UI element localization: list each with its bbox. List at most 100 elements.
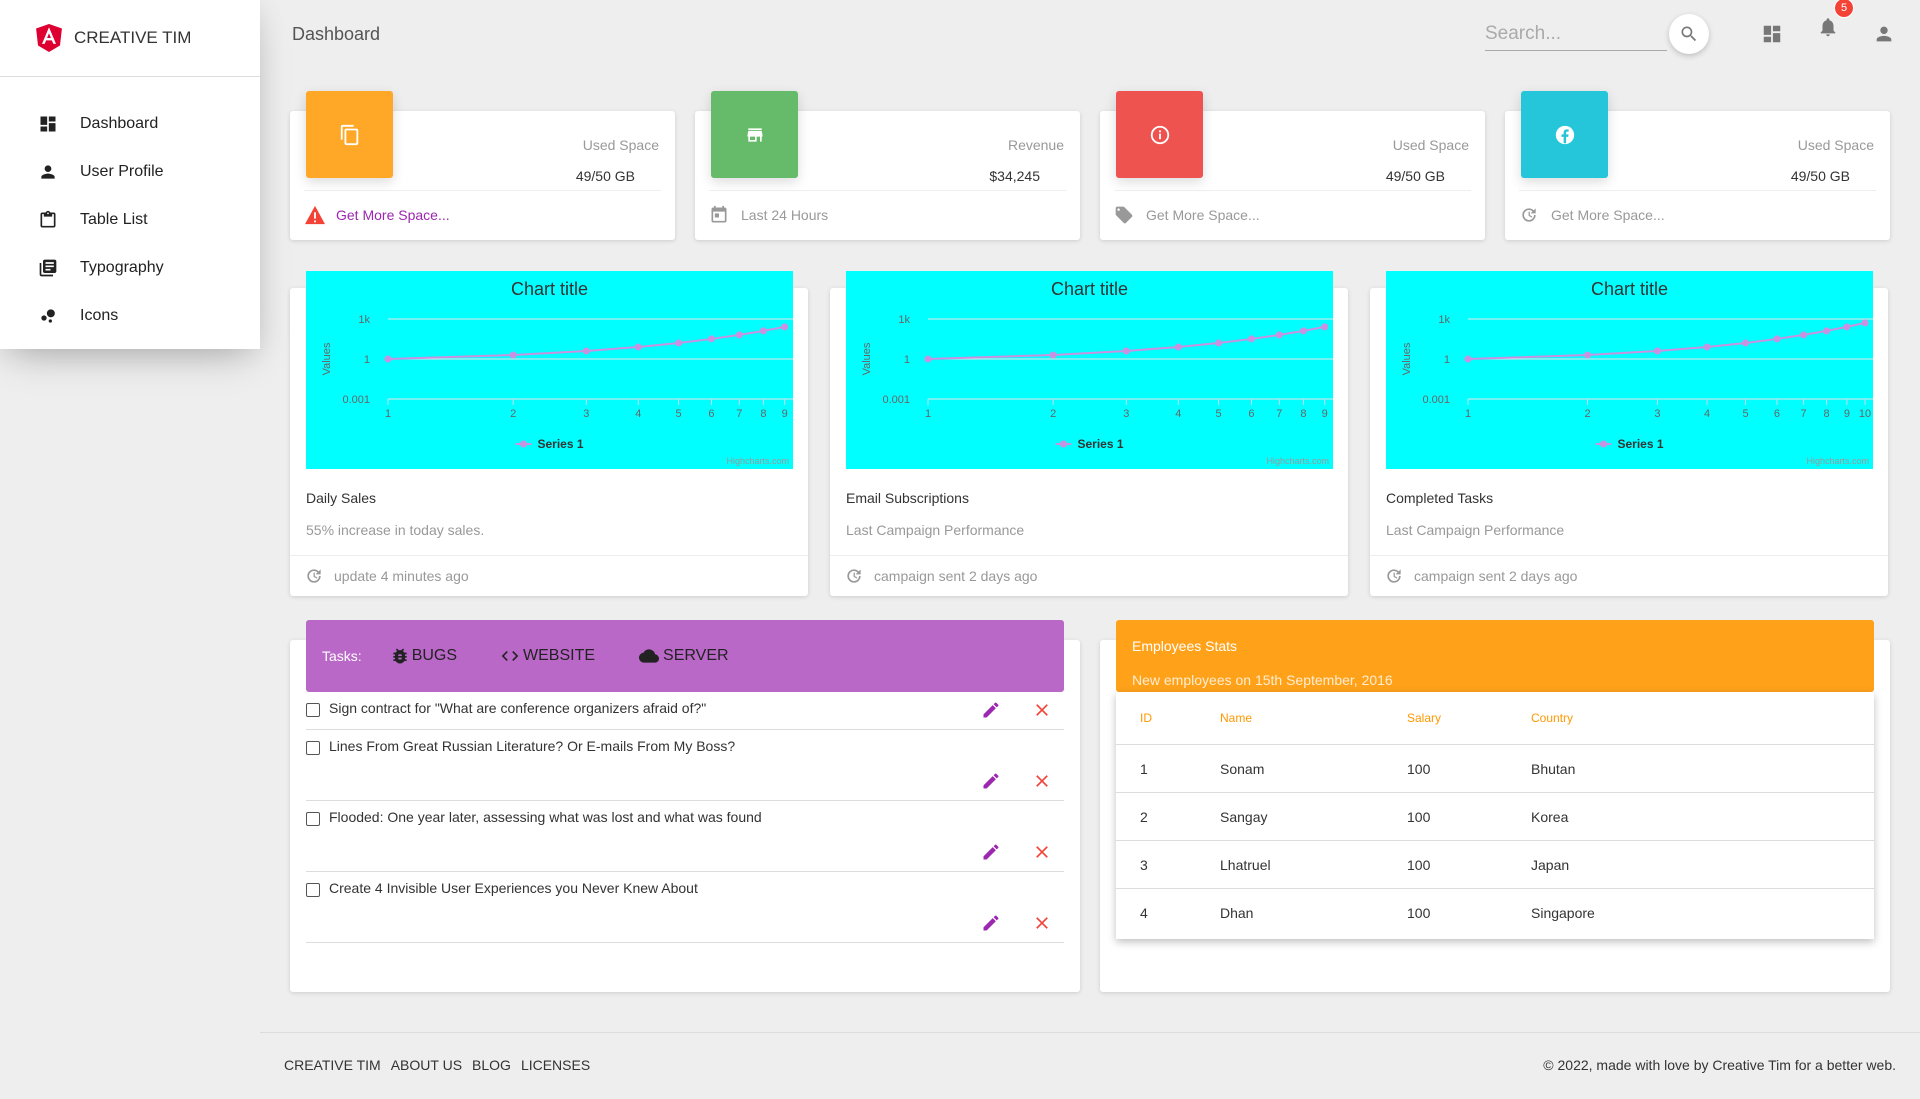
footer-link-licenses[interactable]: LICENSES	[520, 1057, 591, 1073]
delete-button[interactable]	[1032, 700, 1052, 725]
x-tick-label: 4	[1704, 408, 1710, 420]
bell-icon	[1820, 18, 1836, 37]
stat-footer-text[interactable]: Get More Space...	[1551, 207, 1665, 223]
column-header: Salary	[1407, 711, 1442, 725]
get-more-space-link[interactable]: Get More Space...	[336, 207, 450, 223]
legend-marker	[520, 440, 527, 448]
delete-button[interactable]	[1032, 842, 1052, 867]
stat-category: Used Space	[1797, 137, 1874, 153]
sidebar-item-table-list[interactable]: Table List	[0, 196, 260, 244]
update-icon	[844, 566, 864, 586]
task-checkbox[interactable]	[306, 883, 320, 897]
edit-icon	[983, 702, 999, 718]
y-tick-label: 1k	[898, 314, 910, 326]
search-button[interactable]	[1669, 14, 1709, 54]
task-checkbox[interactable]	[306, 703, 320, 717]
x-tick-label: 1	[385, 408, 391, 420]
data-point	[582, 347, 590, 355]
edit-button[interactable]	[981, 771, 1001, 796]
search-input[interactable]	[1485, 17, 1667, 51]
footer-link-creative-tim[interactable]: CREATIVE TIM	[284, 1057, 381, 1073]
task-checkbox[interactable]	[306, 741, 320, 755]
table-cell: Bhutan	[1531, 760, 1576, 777]
table-cell: Lhatruel	[1220, 856, 1271, 873]
tab-bugs[interactable]: BUGS	[390, 646, 457, 666]
tab-label: BUGS	[411, 647, 458, 664]
task-checkbox[interactable]	[306, 812, 320, 826]
footer-link-about-us[interactable]: ABOUT US	[390, 1057, 463, 1073]
brand[interactable]: CREATIVE TIM	[0, 0, 260, 77]
data-point	[1653, 347, 1661, 355]
tasks-card: Tasks: BUGS WEBSITE SERVER Sign contract…	[290, 620, 1080, 992]
column-header: Name	[1220, 711, 1253, 725]
tab-server[interactable]: SERVER	[637, 646, 729, 666]
account-button[interactable]	[1871, 21, 1897, 47]
chart-card-footer: campaign sent 2 days ago	[830, 555, 1348, 586]
tasks-label: Tasks:	[322, 648, 362, 664]
edit-button[interactable]	[981, 842, 1001, 867]
edit-button[interactable]	[981, 700, 1001, 725]
chart-card-daily-sales: Chart title Values 0.001 1 1k 1 2 3 4 5 6 7 8 9 Series…	[290, 271, 808, 596]
bubble-chart-icon	[38, 306, 58, 326]
data-point	[1464, 355, 1472, 363]
delete-button[interactable]	[1032, 771, 1052, 796]
dashboard-top-button[interactable]	[1759, 21, 1785, 47]
stat-footer-text[interactable]: Get More Space...	[1146, 207, 1260, 223]
table-cell: Japan	[1531, 856, 1570, 873]
sidebar-item-user-profile[interactable]: User Profile	[0, 148, 260, 196]
legend-item: Series 1	[1078, 437, 1124, 451]
table-cell: Sangay	[1220, 808, 1268, 825]
notification-badge: 5	[1834, 0, 1854, 18]
tab-website[interactable]: WEBSITE	[499, 646, 595, 666]
chart: Chart title Values 0.001 1 1k 1 2 3 4 5 6 7 8 9 10 Seri…	[1386, 271, 1873, 469]
x-tick-label: 9	[1322, 408, 1328, 420]
legend-marker	[1600, 440, 1607, 448]
sidebar-item-label: Table List	[80, 211, 148, 228]
task-row: Flooded: One year later, assessing what …	[306, 801, 1064, 872]
facebook-icon	[1555, 125, 1574, 144]
data-point	[1299, 327, 1307, 335]
employees-title: Employees Stats	[1132, 638, 1238, 654]
data-point	[1584, 351, 1592, 359]
edit-icon	[983, 915, 999, 931]
stat-category: Used Space	[582, 137, 659, 153]
x-tick-label: 5	[1216, 408, 1222, 420]
stat-card-revenue: Revenue $34,245 Last 24 Hours	[695, 91, 1080, 240]
task-row: Lines From Great Russian Literature? Or …	[306, 730, 1064, 801]
chart-card-footer-text: campaign sent 2 days ago	[874, 568, 1038, 584]
chart-card-footer-text: campaign sent 2 days ago	[1414, 568, 1578, 584]
y-tick-label: 1	[904, 354, 910, 366]
data-point	[1843, 323, 1851, 331]
footer-links: CREATIVE TIM ABOUT US BLOG LICENSES	[284, 1057, 600, 1073]
update-icon	[1519, 205, 1541, 225]
data-point	[634, 343, 642, 351]
x-tick-label: 4	[1175, 408, 1181, 420]
chart-background	[846, 271, 1333, 469]
task-list: Sign contract for "What are conference o…	[306, 692, 1064, 943]
sidebar-item-dashboard[interactable]: Dashboard	[0, 100, 260, 148]
x-tick-label: 9	[782, 408, 788, 420]
clipboard-icon	[38, 210, 58, 230]
bug-icon	[390, 646, 410, 666]
data-point	[924, 355, 932, 363]
chart-credit: Highcharts.com	[1266, 456, 1329, 466]
table-header-row: ID Name Salary Country	[1116, 692, 1874, 745]
sidebar-item-icons[interactable]: Icons	[0, 292, 260, 340]
table-cell: 4	[1140, 905, 1148, 921]
delete-button[interactable]	[1032, 913, 1052, 938]
notifications-button[interactable]: 5	[1815, 0, 1854, 40]
data-point	[707, 335, 715, 343]
footer: CREATIVE TIM ABOUT US BLOG LICENSES © 20…	[260, 1032, 1920, 1099]
data-point	[1773, 335, 1781, 343]
edit-button[interactable]	[981, 913, 1001, 938]
data-point	[1247, 335, 1255, 343]
chart-card-footer: campaign sent 2 days ago	[1370, 555, 1888, 586]
chart-title: Chart title	[511, 279, 588, 299]
update-icon	[1384, 566, 1404, 586]
table-row: 3 Lhatruel 100 Japan	[1116, 841, 1874, 889]
sidebar-item-typography[interactable]: Typography	[0, 244, 260, 292]
x-tick-label: 6	[1774, 408, 1780, 420]
table-cell: 100	[1407, 760, 1431, 777]
footer-link-blog[interactable]: BLOG	[472, 1057, 511, 1073]
legend-item: Series 1	[538, 437, 584, 451]
